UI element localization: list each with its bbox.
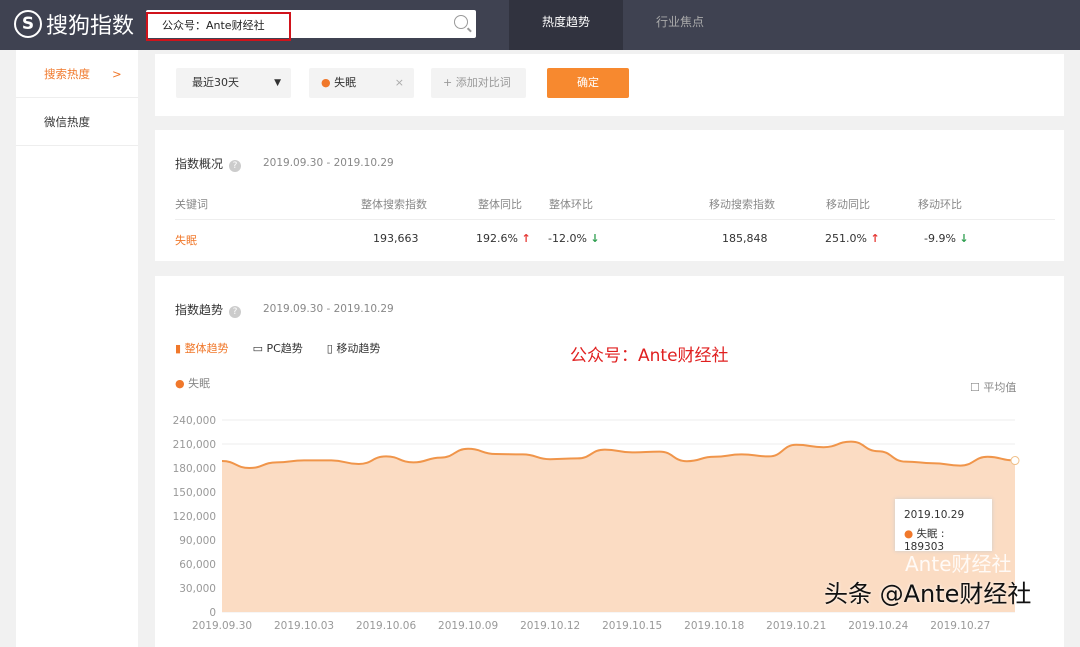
arrow-up-icon: ↑ (870, 232, 880, 245)
search-icon[interactable] (454, 15, 468, 29)
nav-industry[interactable]: 行业焦点 (655, 15, 704, 29)
trend-range: 2019.09.30 - 2019.10.29 (263, 303, 394, 315)
x-tick-label: 2019.10.24 (848, 620, 908, 632)
col-header: 移动搜索指数 (709, 198, 775, 211)
dot-icon: ● (175, 377, 185, 390)
y-tick-label: 180,000 (173, 463, 216, 475)
sidebar: 搜索热度 > 微信热度 (16, 50, 138, 647)
keyword-link[interactable]: 失眠 (175, 234, 197, 247)
chevron-right-icon: > (112, 67, 122, 81)
data-point (1010, 456, 1020, 466)
total-index: 193,663 (373, 232, 419, 245)
caret-down-icon: ▼ (274, 78, 281, 88)
sogou-logo-icon: S (14, 10, 42, 38)
dot-icon: ● (321, 76, 331, 89)
tab-pc[interactable]: ▭ PC趋势 (252, 342, 303, 355)
col-header: 整体同比 (478, 198, 522, 211)
col-header: 关键词 (175, 198, 208, 211)
series-line (221, 440, 1016, 470)
overview-range: 2019.09.30 - 2019.10.29 (263, 157, 394, 169)
x-tick-label: 2019.10.03 (274, 620, 334, 632)
x-tick-label: 2019.10.12 (520, 620, 580, 632)
search-input[interactable]: 公众号：Ante财经社 (146, 10, 476, 41)
x-tick-label: 2019.10.15 (602, 620, 662, 632)
overlay-text: 公众号：Ante财经社 (570, 346, 729, 366)
x-tick-label: 2019.10.21 (766, 620, 826, 632)
nav-trend[interactable]: 热度趋势 (509, 0, 623, 50)
y-tick-label: 240,000 (173, 415, 216, 427)
top-bar: S 搜狗指数 公众号：Ante财经社 热度趋势 行业焦点 (0, 0, 1080, 50)
phone-icon: ▯ (326, 342, 333, 355)
table-row: 失眠 193,663 192.6% ↑ -12.0% ↓ 185,848 251… (175, 220, 1055, 256)
tooltip: 2019.10.29 ● 失眠 : 189303 (895, 499, 992, 553)
y-tick-label: 60,000 (179, 559, 216, 571)
logo-text: 搜狗指数 (46, 14, 135, 39)
tooltip-value: 失眠 : 189303 (904, 528, 945, 553)
period-value: 最近30天 (192, 76, 239, 89)
tooltip-date: 2019.10.29 (904, 509, 965, 521)
y-tick-label: 0 (209, 607, 216, 619)
trend-tabs: ▮ 整体趋势 ▭ PC趋势 ▯ 移动趋势 (175, 340, 380, 356)
period-select[interactable]: 最近30天 ▼ (176, 68, 291, 98)
arrow-down-icon: ↓ (959, 232, 969, 245)
y-tick-label: 30,000 (179, 583, 216, 595)
confirm-button[interactable]: 确定 (547, 68, 629, 98)
filter-card: 最近30天 ▼ ● 失眠 × + 添加对比词 确定 (155, 54, 1064, 116)
col-header: 整体环比 (549, 198, 593, 211)
x-tick-label: 2019.10.18 (684, 620, 744, 632)
x-tick-label: 2019.10.06 (356, 620, 416, 632)
average-checkbox[interactable]: ☐ 平均值 (970, 381, 1017, 394)
close-icon[interactable]: × (394, 76, 404, 89)
overview-card: 指数概况? 2019.09.30 - 2019.10.29 关键词 整体搜索指数… (155, 130, 1064, 261)
tab-overall[interactable]: ▮ 整体趋势 (175, 342, 229, 355)
monitor-icon: ▭ (252, 342, 263, 355)
col-header: 移动环比 (918, 198, 962, 211)
dot-icon: ● (904, 528, 914, 540)
sidebar-label: 搜索热度 (44, 67, 90, 81)
mobile-yoy: 251.0% ↑ (825, 232, 880, 245)
tab-mobile[interactable]: ▯ 移动趋势 (326, 342, 381, 355)
add-compare-label: 添加对比词 (455, 76, 511, 89)
col-header: 移动同比 (826, 198, 870, 211)
y-tick-label: 150,000 (173, 487, 216, 499)
sidebar-item-search-heat[interactable]: 搜索热度 > (16, 50, 138, 98)
y-tick-label: 210,000 (173, 439, 216, 451)
add-compare-button[interactable]: + 添加对比词 (431, 68, 526, 98)
keyword-chip[interactable]: ● 失眠 × (309, 68, 414, 98)
y-tick-label: 90,000 (179, 535, 216, 547)
checkbox-icon: ☐ (970, 381, 980, 394)
plus-icon: + (443, 76, 456, 89)
x-tick-label: 2019.10.09 (438, 620, 498, 632)
series-area (222, 441, 1015, 612)
total-yoy: 192.6% ↑ (476, 232, 531, 245)
overview-table: 关键词 整体搜索指数 整体同比 整体环比 移动搜索指数 移动同比 移动环比 失眠… (175, 184, 1055, 256)
sidebar-item-wechat-heat[interactable]: 微信热度 (16, 98, 138, 146)
mobile-mom: -9.9% ↓ (924, 232, 969, 245)
arrow-up-icon: ↑ (521, 232, 531, 245)
legend[interactable]: ● 失眠 (175, 377, 211, 390)
trend-title: 指数趋势? (175, 301, 242, 318)
keyword-label: 失眠 (334, 76, 357, 89)
search-value: 公众号：Ante财经社 (162, 19, 265, 32)
logo[interactable]: S 搜狗指数 (14, 8, 134, 40)
mobile-index: 185,848 (722, 232, 768, 245)
y-tick-label: 120,000 (173, 511, 216, 523)
help-icon[interactable]: ? (229, 306, 242, 318)
bar-chart-icon: ▮ (175, 342, 182, 355)
highlight-box (146, 12, 291, 41)
x-tick-label: 2019.09.30 (192, 620, 252, 632)
arrow-down-icon: ↓ (590, 232, 600, 245)
watermark-text: Ante财经社 (905, 552, 1012, 576)
col-header: 整体搜索指数 (361, 198, 427, 211)
table-header: 关键词 整体搜索指数 整体同比 整体环比 移动搜索指数 移动同比 移动环比 (175, 184, 1055, 220)
overview-title: 指数概况? (175, 155, 242, 172)
watermark-toutiao: 头条 @Ante财经社 (824, 580, 1032, 608)
x-tick-label: 2019.10.27 (930, 620, 990, 632)
total-mom: -12.0% ↓ (548, 232, 600, 245)
help-icon[interactable]: ? (229, 160, 242, 172)
